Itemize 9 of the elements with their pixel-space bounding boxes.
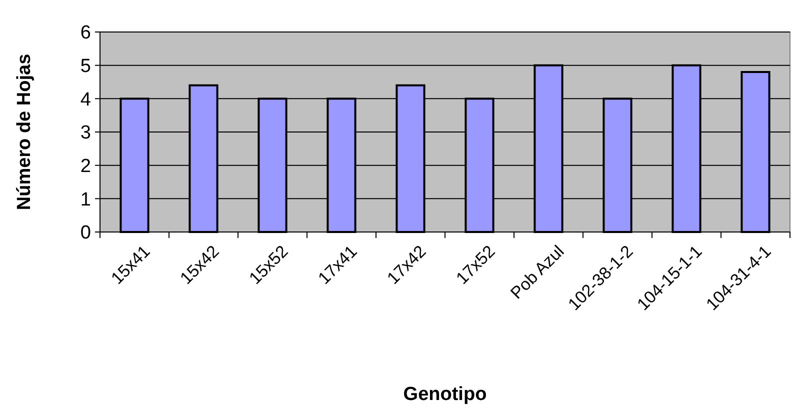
y-tick-label: 3 [80, 122, 91, 144]
y-tick-label: 1 [80, 189, 91, 210]
y-tick-label: 6 [80, 22, 91, 44]
y-tick-label: 0 [80, 222, 91, 244]
y-tick-label: 5 [80, 56, 91, 77]
x-axis-title: Genotipo [403, 384, 487, 405]
y-tick-label: 2 [80, 156, 91, 177]
y-axis-title: Número de Hojas [14, 54, 35, 210]
y-tick-label: 4 [80, 89, 92, 110]
